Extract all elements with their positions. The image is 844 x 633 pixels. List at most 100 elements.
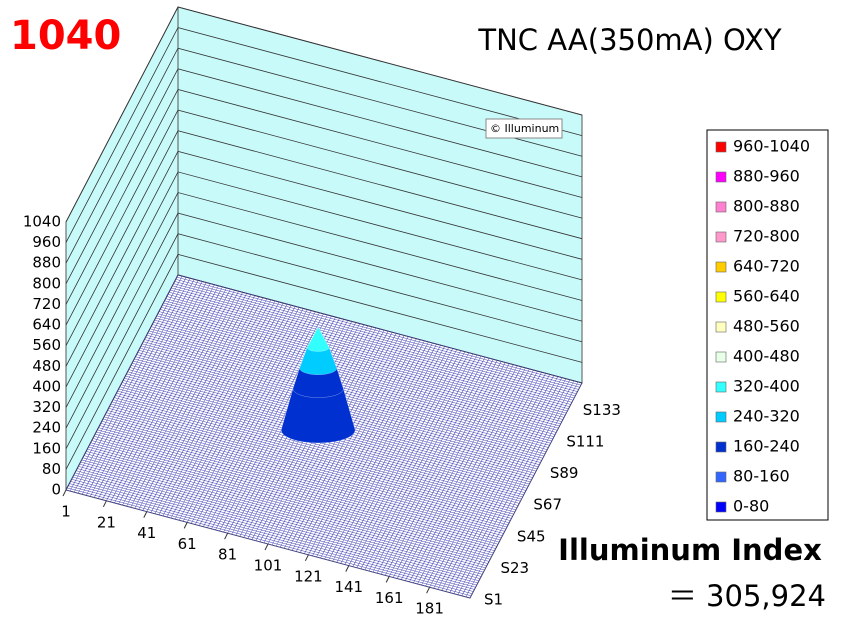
z-tick-label: 880 [32,254,61,272]
floor-mesh [153,322,558,431]
x-tick-label: 41 [137,524,156,542]
grid-line [65,109,583,326]
y-tick-label: S1 [484,591,503,609]
floor-mesh [364,354,478,571]
floor-mesh [425,371,538,587]
floor-mesh [421,369,534,586]
legend-swatch [715,411,727,423]
floor-mesh [312,340,425,556]
floor-mesh [393,362,506,578]
legend-swatch [715,231,727,243]
index-value: ＝ 305,924 [668,579,826,613]
legend-swatch [715,171,727,183]
legend-swatch [715,261,727,273]
legend-swatch [715,321,727,333]
floor-mesh [146,334,551,444]
legend-box [706,129,829,521]
y-tick-label: S67 [533,496,562,514]
floor-mesh [433,373,546,589]
floor-mesh [287,334,401,550]
index-label: Illuminum Index [558,533,822,567]
floor-mesh [376,358,490,574]
floor-mesh [441,375,554,591]
x-tick [426,586,431,594]
floor-mesh [324,344,437,560]
legend-label: 640-720 [733,257,800,276]
floor-mesh [348,350,462,566]
floor-mesh [175,279,580,388]
grid-line [65,68,583,285]
floor-mesh [160,309,565,418]
legend-label: 880-960 [733,167,800,186]
floor-mesh [145,337,550,446]
floor-mesh [158,311,564,420]
floor-mesh [170,289,575,399]
x-tick [102,500,107,508]
z-tick-label: 480 [32,357,61,375]
floor-mesh [304,338,417,554]
floor-mesh [437,374,550,590]
floor-mesh [328,345,441,561]
floor-mesh [147,332,552,442]
floor-mesh [283,333,397,549]
floor-mesh [144,339,549,448]
floor-mesh [445,376,558,592]
floor-mesh [177,274,583,384]
legend-label: 720-800 [733,227,800,246]
legend-label: 80-160 [733,467,790,486]
floor-mesh [152,324,557,433]
chart-title: TNC AA(350mA) OXY [477,23,781,57]
plot: 0 80 160 240 320 400 480 560 640 720 800 880 960 1040… [23,6,810,618]
floor-mesh [340,348,453,564]
floor-mesh [469,382,583,599]
legend-label: 400-480 [733,347,800,366]
floor-mesh [154,319,559,429]
grid-line [65,233,583,449]
grid-line [65,6,583,223]
legend-swatch [715,201,727,213]
floor-mesh [172,285,577,394]
x-tick [143,511,148,518]
legend-swatch [715,471,727,483]
floor-mesh [174,281,579,390]
floor-mesh [320,342,433,559]
grid-line [65,47,583,264]
x-tick-label: 61 [178,535,197,553]
z-tick-label: 960 [32,233,61,251]
grid-line [65,171,583,388]
floor-mesh [167,294,572,403]
floor-mesh [413,367,526,583]
floor-mesh [465,381,579,598]
z-tick-label: 720 [32,295,61,313]
x-tick-label: 181 [415,600,444,618]
legend-swatch [715,381,727,393]
floor-mesh [292,335,405,551]
y-tick-label: S133 [583,401,621,419]
z-tick-label: 400 [32,377,61,395]
grid-line [65,88,583,305]
floor-mesh [352,351,466,567]
z-tick-label: 80 [42,460,61,478]
x-tick [345,565,350,572]
z-tick-label: 1040 [23,213,61,231]
x-tick [224,532,229,540]
floor-mesh [384,360,498,576]
floor-mesh [449,377,563,593]
x-tick-label: 161 [375,589,404,607]
grid-line [65,212,583,429]
x-tick-label: 141 [334,578,363,596]
floor-mesh [176,276,581,386]
legend-label: 800-880 [733,197,800,216]
floor-mesh [163,302,568,412]
floor-mesh [368,355,482,572]
z-tick-label: 240 [32,419,61,437]
floor-mesh [397,363,510,579]
floor-mesh [356,352,470,568]
floor-mesh [457,379,571,595]
x-tick [183,522,188,529]
watermark-box [485,118,563,139]
floor-mesh [388,361,502,577]
floor-mesh [308,339,421,555]
grid-line [65,27,583,243]
